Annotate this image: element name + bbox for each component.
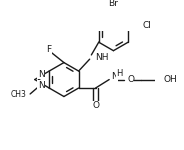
Text: Cl: Cl: [143, 21, 151, 30]
Text: NH: NH: [96, 53, 109, 62]
Text: OH: OH: [164, 75, 177, 84]
Text: N: N: [38, 81, 45, 90]
Text: O: O: [127, 75, 134, 84]
Text: F: F: [46, 45, 51, 54]
Text: N: N: [38, 70, 45, 79]
Text: N: N: [111, 72, 118, 81]
Text: CH3: CH3: [11, 90, 27, 99]
Text: O: O: [92, 101, 99, 110]
Text: Br: Br: [109, 0, 118, 8]
Text: H: H: [116, 69, 122, 78]
